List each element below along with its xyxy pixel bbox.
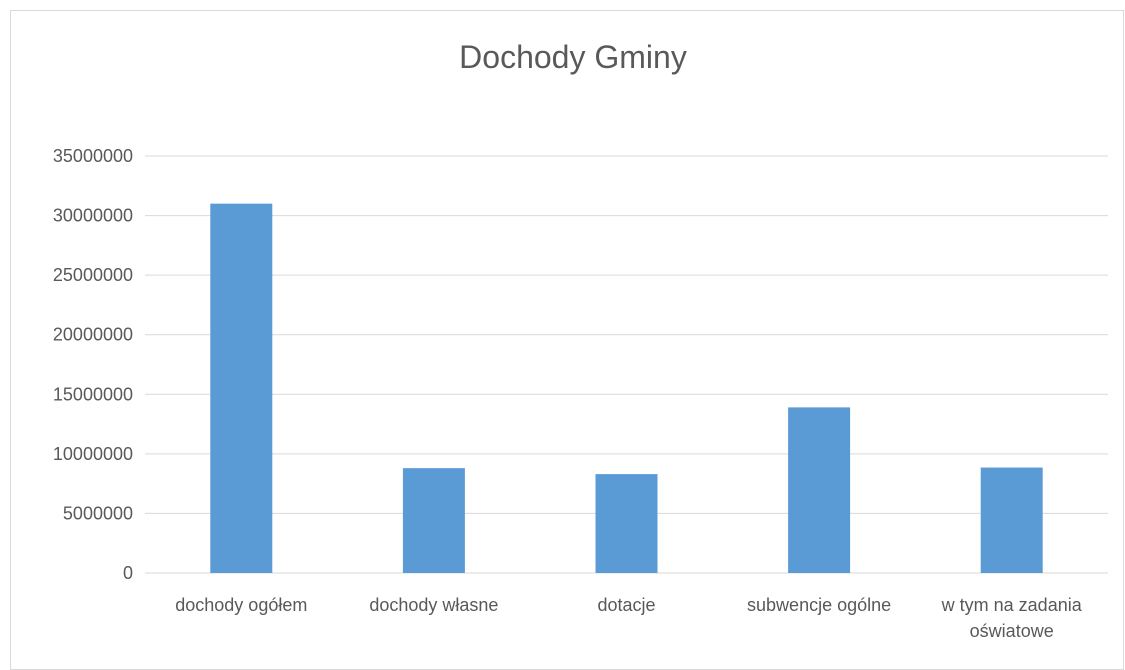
bar [788, 407, 851, 573]
y-tick-label: 30000000 [53, 206, 133, 226]
bar [980, 467, 1043, 573]
x-axis-labels: dochody ogółem dochody własne dotacje subwe… [175, 595, 1082, 641]
x-tick-label: dochody własne [369, 595, 498, 615]
y-axis-ticks: 0 5000000 10000000 15000000 20000000 25000000… [53, 146, 133, 583]
x-tick-label: dotacje [597, 595, 655, 615]
chart-title: Dochody Gminy [459, 39, 687, 75]
bar [595, 474, 658, 573]
y-tick-label: 0 [123, 563, 133, 583]
y-tick-label: 5000000 [63, 503, 133, 523]
x-tick-label: subwencje ogólne [747, 595, 891, 615]
bar [402, 468, 465, 573]
bars [210, 203, 1043, 573]
y-tick-label: 20000000 [53, 325, 133, 345]
y-tick-label: 10000000 [53, 444, 133, 464]
x-tick-label: dochody ogółem [175, 595, 307, 615]
x-tick-label: w tym na zadania oświatowe [941, 595, 1083, 641]
y-tick-label: 15000000 [53, 384, 133, 404]
bar [210, 203, 273, 573]
gridlines [145, 155, 1108, 574]
y-tick-label: 25000000 [53, 265, 133, 285]
y-tick-label: 35000000 [53, 146, 133, 166]
chart-frame [10, 10, 1124, 670]
